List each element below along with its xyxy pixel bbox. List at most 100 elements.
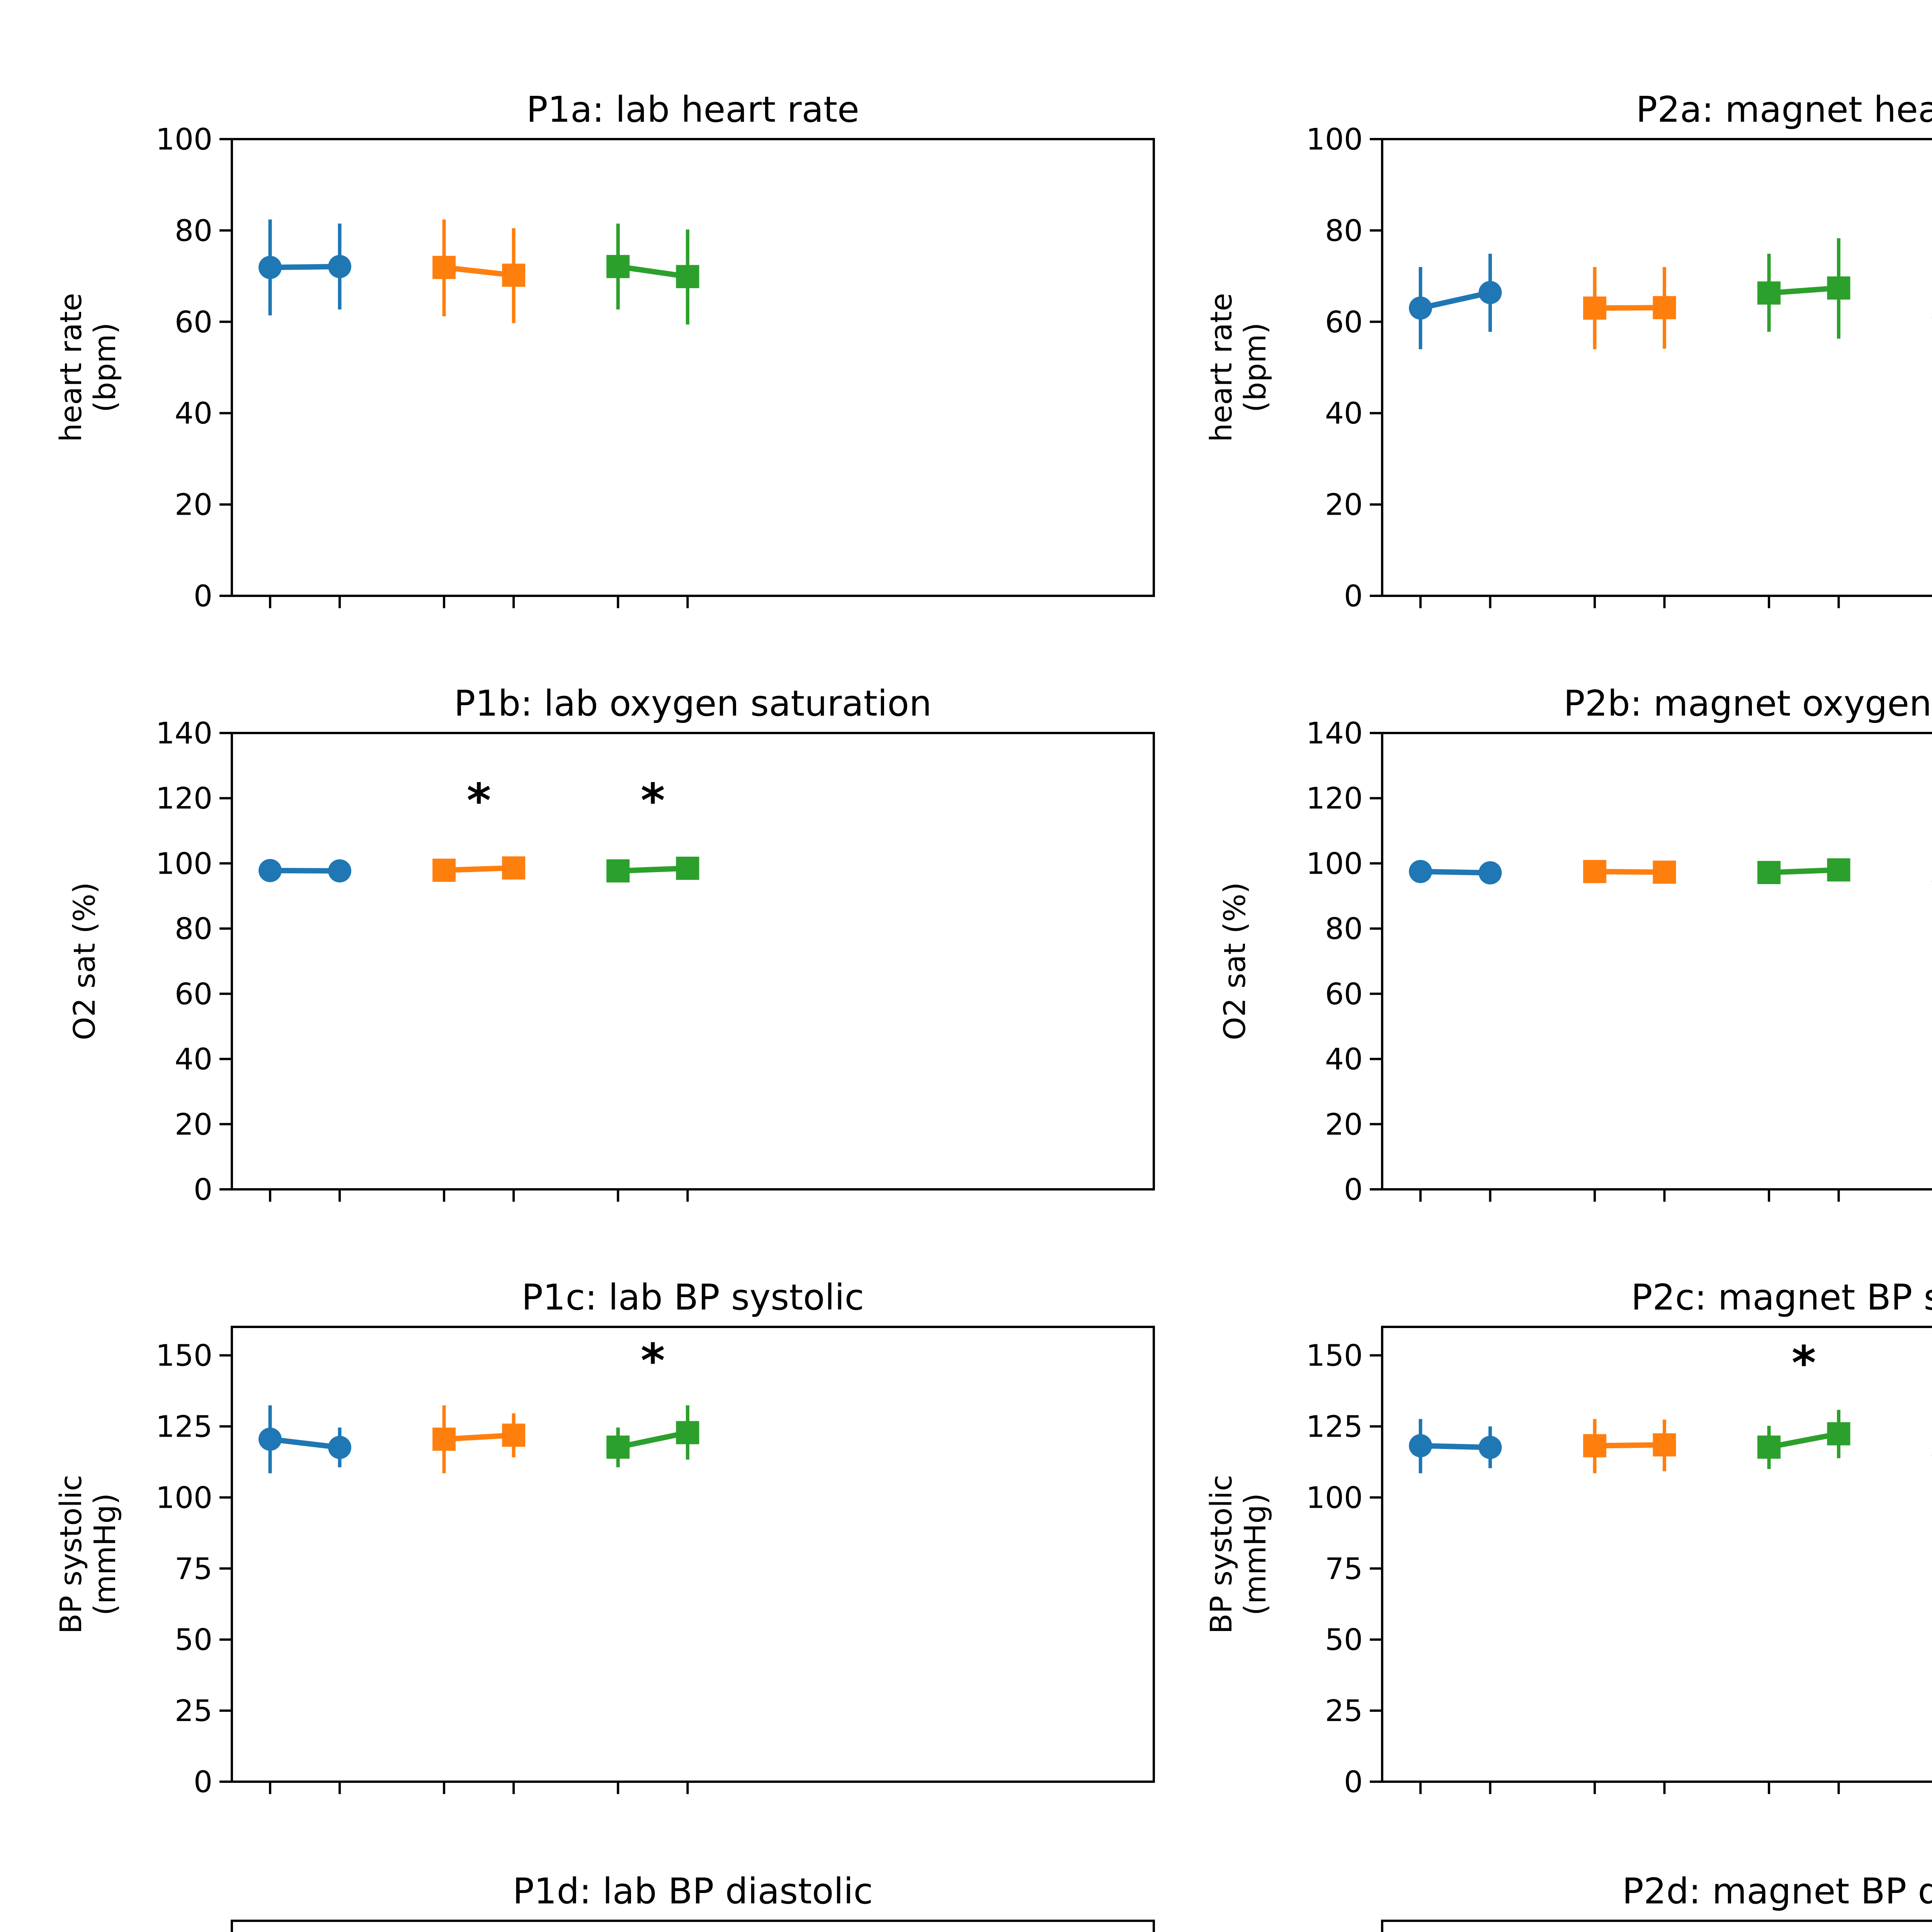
series-line: [444, 865, 514, 873]
panel-p1c: P1c: lab BP systolic 0 25 50 75 100 125 150 BP s…: [54, 1277, 1155, 1799]
y-tick-label: 20: [175, 1107, 213, 1142]
y-tick-label: 140: [156, 716, 213, 751]
y-tick-label: 100: [1306, 122, 1363, 157]
data-point-circle: [259, 1427, 282, 1451]
y-tick-label: 40: [1325, 1043, 1363, 1077]
chart-title: P2c: magnet BP systolic: [1631, 1277, 1932, 1318]
axes-frame: [231, 1326, 1155, 1783]
axes-frame: [231, 138, 1155, 597]
y-tick-label: 150: [156, 1339, 213, 1373]
y-tick-label: 0: [194, 1173, 213, 1207]
chart-title: P2d: magnet BP diastolic: [1622, 1871, 1932, 1912]
y-tick-label: 120: [1306, 782, 1363, 816]
data-point-square: [676, 1421, 699, 1444]
panel-p2d: P2d: magnet BP diastolic020406080100BP d…: [1381, 1871, 1932, 1932]
y-tick-label: 0: [1344, 1765, 1363, 1799]
y-tick-label: 0: [1344, 579, 1363, 614]
data-point-square: [502, 264, 526, 287]
y-axis-label: BP systolic(mmHg): [54, 1475, 122, 1634]
y-tick-label: 60: [1325, 305, 1363, 340]
data-point-circle: [1478, 281, 1502, 304]
significance-marker: *: [641, 1334, 665, 1388]
y-tick-label: 25: [175, 1694, 213, 1728]
data-point-square: [676, 265, 699, 288]
data-point-circle: [328, 1435, 352, 1459]
series-line: [618, 866, 688, 874]
series-line: [444, 1432, 514, 1442]
data-point-square: [1653, 861, 1676, 884]
y-axis-label-line: (mmHg): [88, 1493, 122, 1616]
y-tick-label: 100: [156, 1481, 213, 1515]
y-tick-label: 50: [175, 1623, 213, 1657]
data-point-circle: [1409, 1434, 1432, 1458]
y-axis-label-line: (mmHg): [1238, 1493, 1273, 1616]
y-axis-label: heart rate(bpm): [54, 293, 122, 442]
series-line: [1420, 290, 1491, 311]
panel-p2b: P2b: magnet oxygen saturation 0 20 40 60 80 10…: [1218, 683, 1932, 1207]
y-tick-label: 80: [1325, 912, 1363, 946]
series-visit-2-pre-post: [606, 857, 699, 883]
y-tick-label: 60: [1325, 977, 1363, 1012]
y-tick-label: 100: [1306, 847, 1363, 881]
data-point-square: [1653, 1433, 1676, 1457]
y-axis-label-line: heart rate: [1204, 293, 1239, 442]
data-point-square: [432, 256, 456, 279]
data-point-square: [606, 1435, 630, 1459]
axes-frame: [1381, 1326, 1932, 1783]
y-axis-label-line: O2 sat (%): [1218, 882, 1252, 1040]
panel-p2a: P2a: magnet heart rate 0 20 40 60 80 100 heart …: [1204, 89, 1932, 614]
data-point-square: [502, 1423, 526, 1447]
series-line: [1769, 867, 1839, 876]
chart-title: P2b: magnet oxygen saturation: [1563, 683, 1932, 724]
y-tick-label: 150: [1306, 1339, 1363, 1373]
y-axis-label: heart rate(bpm): [1204, 293, 1273, 442]
data-point-square: [1827, 276, 1850, 300]
data-point-circle: [1409, 296, 1432, 320]
data-point-square: [432, 1427, 456, 1451]
data-point-square: [1583, 1434, 1607, 1458]
data-point-circle: [328, 255, 352, 278]
series-visit-1-pre-post: [1583, 1419, 1676, 1473]
y-tick-label: 40: [175, 396, 213, 431]
data-point-circle: [259, 256, 282, 279]
series-visit-1-pre-post: [432, 856, 526, 882]
significance-marker: *: [1792, 1337, 1816, 1390]
panel-p1b: P1b: lab oxygen saturation 0 20 40 60 80 100 12…: [68, 683, 1155, 1207]
series-line: [1420, 869, 1490, 876]
y-tick-label: 25: [1325, 1694, 1363, 1728]
data-point-square: [432, 859, 456, 882]
chart-title: P1c: lab BP systolic: [522, 1277, 864, 1318]
panel-p1d: P1d: lab BP diastolic020406080100BP dias…: [231, 1871, 1155, 1932]
y-axis-label-line: BP systolic: [1204, 1475, 1239, 1634]
series-visit-2-pre-post: [1757, 858, 1850, 884]
data-point-circle: [328, 859, 352, 883]
data-point-square: [1757, 281, 1781, 305]
y-tick-label: 20: [175, 488, 213, 522]
chart-title: P1d: lab BP diastolic: [513, 1871, 873, 1912]
data-point-square: [1583, 296, 1607, 320]
series-visit-1-pre-post: [1583, 860, 1676, 884]
series-visit-1-pre-post: [432, 1405, 526, 1473]
y-tick-label: 80: [1325, 214, 1363, 248]
data-point-square: [606, 255, 630, 278]
series-line: [1595, 1442, 1665, 1449]
series-line: [617, 264, 688, 279]
axes-frame: [1381, 1920, 1932, 1932]
series-visit-1-pre-post: [1583, 267, 1676, 349]
data-point-square: [1827, 1422, 1850, 1446]
y-tick-label: 125: [156, 1410, 213, 1444]
series-visit-pre: [1409, 860, 1502, 884]
y-axis-label: BP systolic(mmHg): [1204, 1475, 1273, 1634]
y-tick-label: 75: [1325, 1552, 1363, 1586]
series-line: [270, 1436, 340, 1450]
y-tick-label: 120: [156, 782, 213, 816]
y-tick-label: 20: [1325, 488, 1363, 522]
panel-p2c: P2c: magnet BP systolic 0 25 50 75 100 125 150 B…: [1204, 1277, 1932, 1799]
y-tick-label: 140: [1306, 716, 1363, 751]
data-point-square: [502, 856, 526, 880]
data-point-circle: [259, 859, 282, 882]
series-visit-2-pre-post: [606, 223, 699, 325]
data-point-square: [676, 857, 699, 880]
y-axis-label: O2 sat (%): [68, 882, 102, 1040]
data-point-circle: [1409, 860, 1432, 883]
